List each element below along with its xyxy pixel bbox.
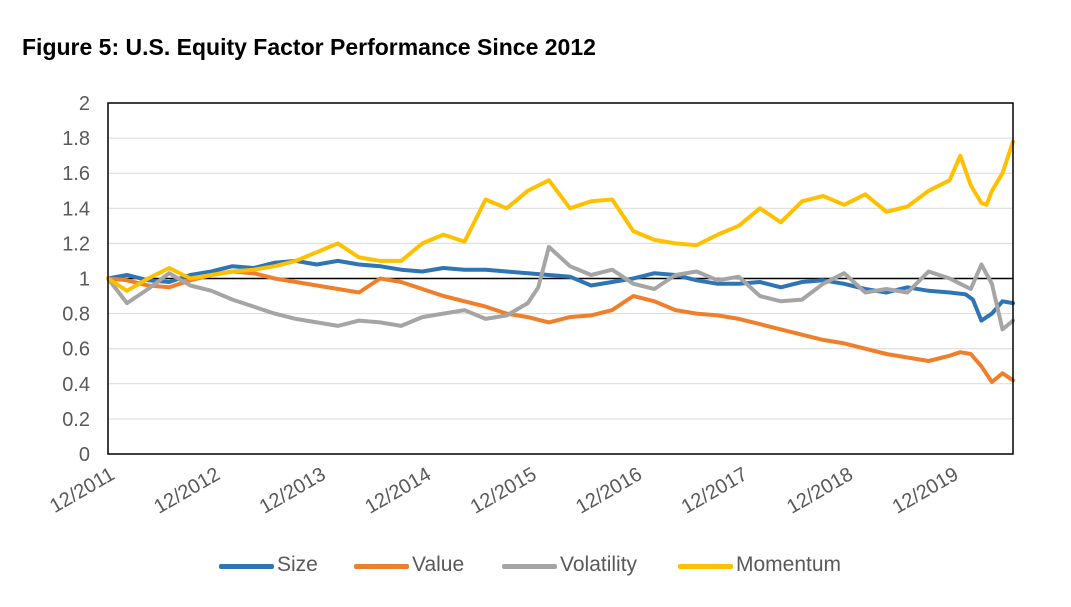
chart-title: Figure 5: U.S. Equity Factor Performance… [22, 34, 596, 60]
y-tick-label: 1.4 [62, 198, 90, 220]
legend-swatch-value [354, 564, 409, 569]
x-axis-tick-labels: 12/2011 12/2012 12/2013 12/2014 12/2015 12/20… [46, 463, 962, 518]
legend-label-volatility: Volatility [560, 553, 638, 576]
y-tick-label: 1 [79, 269, 90, 291]
series-line-value [106, 269, 1015, 384]
y-tick-label: 0.8 [62, 304, 90, 326]
y-tick-label: 1.2 [62, 233, 90, 255]
series-line-size [106, 258, 1015, 323]
x-tick-label: 12/2014 [361, 463, 435, 518]
y-tick-label: 1.8 [62, 128, 90, 150]
legend-label-value: Value [412, 553, 465, 576]
legend-swatch-size [219, 564, 274, 569]
y-tick-label: 0.4 [62, 374, 90, 396]
y-tick-label: 0.2 [62, 409, 90, 431]
plot-area [107, 102, 1014, 455]
legend-swatch-momentum [678, 564, 733, 569]
x-tick-label: 12/2019 [889, 463, 963, 518]
x-tick-label: 12/2017 [678, 463, 752, 518]
y-tick-label: 2 [79, 93, 90, 115]
x-tick-label: 12/2018 [783, 463, 857, 518]
legend-swatch-volatility [502, 564, 557, 569]
x-tick-label: 12/2015 [467, 463, 541, 518]
legend: Size Value Volatility Momentum [0, 550, 1071, 582]
legend-label-size: Size [277, 553, 318, 576]
line-chart: 21.81.61.41.210.80.60.40.20 12/2011 12/20… [46, 93, 1015, 518]
y-tick-label: 0.6 [62, 339, 90, 361]
series-lines [106, 139, 1015, 384]
x-tick-label: 12/2016 [572, 463, 646, 518]
x-tick-label: 12/2013 [256, 463, 330, 518]
y-tick-label: 1.6 [62, 163, 90, 185]
y-tick-label: 0 [79, 444, 90, 466]
legend-label-momentum: Momentum [736, 553, 842, 576]
x-tick-label: 12/2012 [150, 463, 224, 518]
series-line-momentum [106, 139, 1015, 293]
y-axis-tick-labels: 2 1.8 1.6 1.4 1.2 1 0.8 0.6 0.4 0.2 0 [62, 93, 90, 466]
x-tick-label: 12/2011 [46, 463, 118, 517]
series-line-volatility [106, 244, 1015, 332]
